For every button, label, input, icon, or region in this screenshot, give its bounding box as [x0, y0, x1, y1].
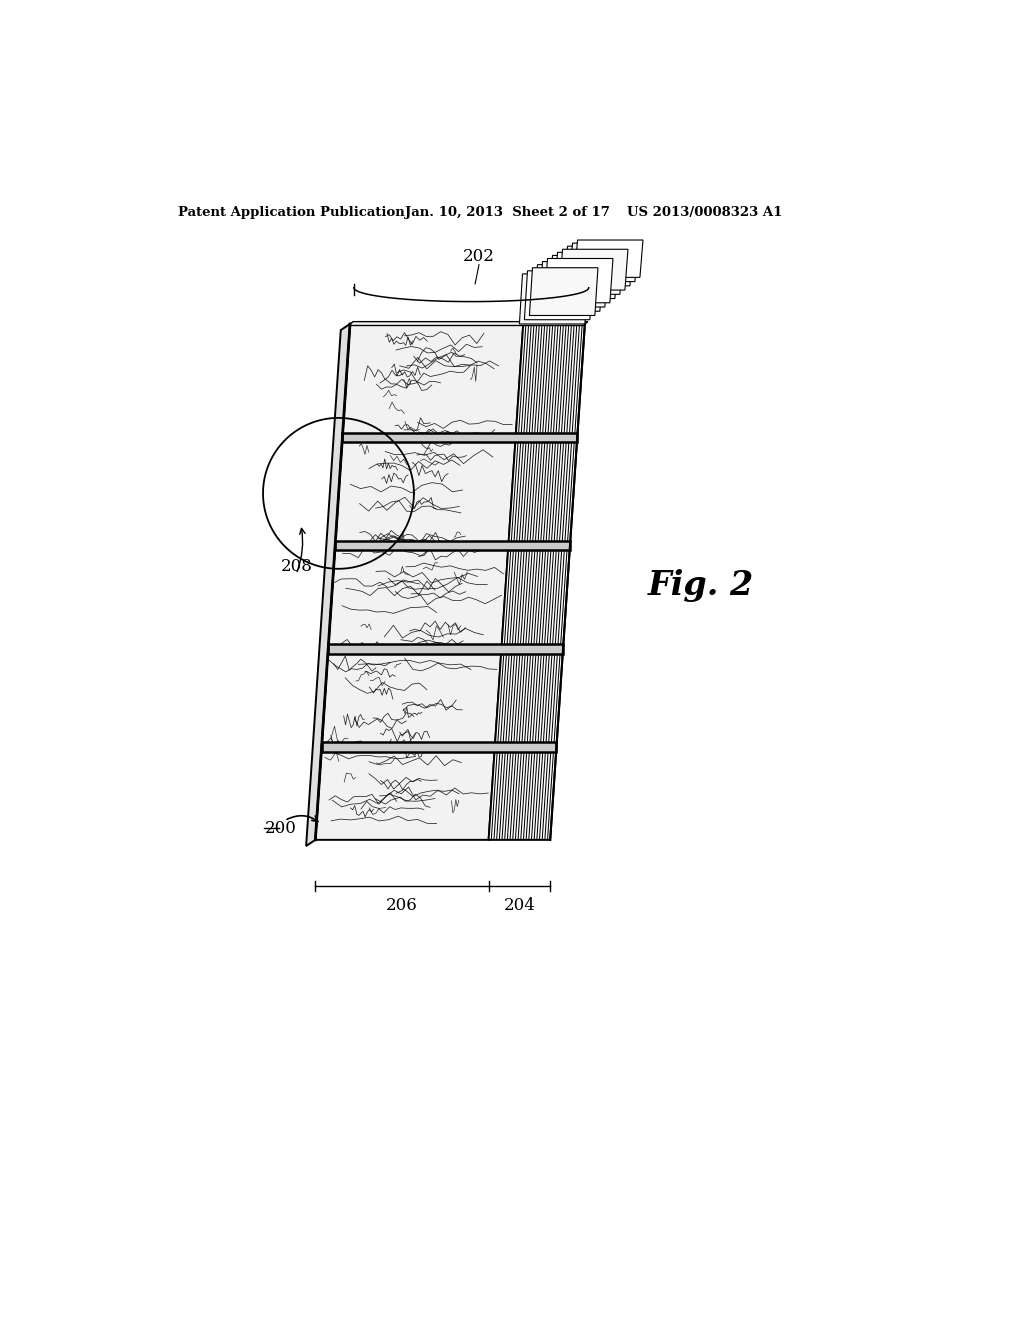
Polygon shape — [524, 271, 593, 319]
Text: 208: 208 — [281, 558, 312, 576]
Polygon shape — [519, 275, 588, 323]
Polygon shape — [540, 261, 608, 308]
Polygon shape — [559, 249, 628, 290]
Text: 202: 202 — [463, 248, 495, 264]
Text: 206: 206 — [386, 896, 418, 913]
Polygon shape — [502, 545, 570, 649]
Polygon shape — [322, 649, 502, 747]
Polygon shape — [306, 323, 350, 846]
Polygon shape — [335, 437, 516, 545]
Text: Fig. 2: Fig. 2 — [648, 569, 755, 602]
Text: Patent Application Publication: Patent Application Publication — [178, 206, 406, 219]
Polygon shape — [529, 268, 598, 315]
Polygon shape — [315, 747, 495, 840]
Polygon shape — [488, 747, 556, 840]
Polygon shape — [564, 246, 633, 286]
Text: 204: 204 — [504, 896, 536, 913]
Polygon shape — [322, 742, 556, 751]
Polygon shape — [516, 323, 585, 437]
Polygon shape — [328, 644, 563, 653]
Polygon shape — [554, 252, 623, 294]
Polygon shape — [574, 240, 643, 277]
Polygon shape — [550, 256, 617, 298]
Polygon shape — [342, 433, 578, 442]
Text: US 2013/0008323 A1: US 2013/0008323 A1 — [628, 206, 782, 219]
Polygon shape — [535, 264, 603, 312]
Polygon shape — [495, 649, 563, 747]
Polygon shape — [335, 541, 570, 550]
Polygon shape — [328, 545, 508, 649]
Polygon shape — [342, 323, 523, 437]
Polygon shape — [508, 437, 578, 545]
Text: 200: 200 — [265, 820, 297, 837]
Polygon shape — [545, 259, 613, 302]
Polygon shape — [348, 322, 588, 326]
Polygon shape — [569, 243, 638, 281]
Text: Jan. 10, 2013  Sheet 2 of 17: Jan. 10, 2013 Sheet 2 of 17 — [406, 206, 610, 219]
